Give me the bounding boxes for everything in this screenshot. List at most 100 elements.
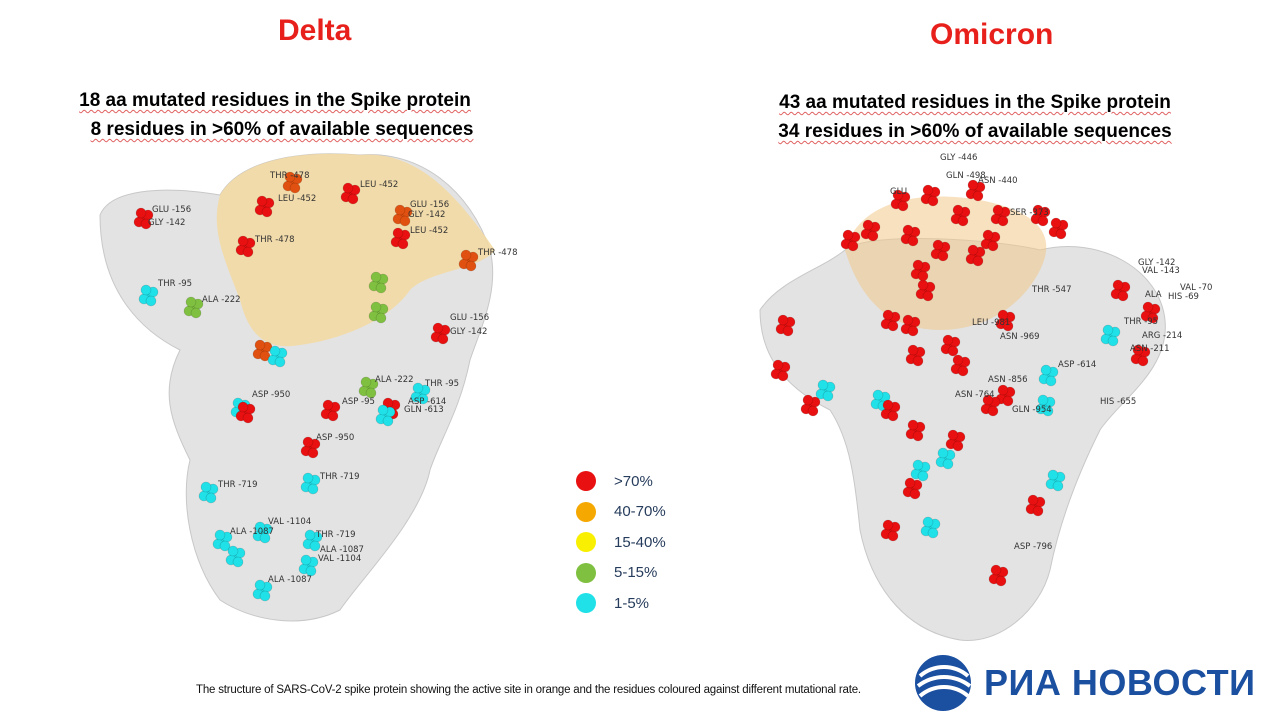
legend-item: 1-5% [576, 588, 666, 619]
residue-sphere [460, 249, 472, 261]
omicron-residue-label: GLY -142 [1138, 258, 1176, 268]
residue-sphere-cluster [1110, 279, 1131, 302]
residue-sphere-cluster [1035, 394, 1056, 417]
omicron-residue-label: HIS -69 [1168, 292, 1199, 302]
delta-residue-label: ALA -222 [202, 295, 241, 305]
omicron-residue-label: GLN -954 [1012, 405, 1052, 415]
residue-sphere [309, 540, 321, 552]
residue-sphere [957, 365, 969, 377]
omicron-residue-label: LEU -981 [972, 318, 1011, 328]
legend-item: 15-40% [576, 527, 666, 558]
omicron-residue-label: ASN -440 [978, 176, 1018, 186]
omicron-subtitle-line-1: 43 aa mutated residues in the Spike prot… [779, 92, 1171, 113]
residue-sphere-cluster [252, 521, 273, 544]
residue-sphere [342, 182, 354, 194]
residue-sphere-cluster [430, 322, 451, 345]
residue-sphere-cluster [368, 271, 389, 294]
residue-sphere-cluster [1025, 494, 1046, 517]
legend: >70% 40-70% 15-40% 5-15% 1-5% [576, 466, 666, 619]
residue-sphere-cluster [945, 429, 966, 452]
omicron-residue-label: ASN -969 [1000, 332, 1040, 342]
residue-sphere [892, 189, 904, 201]
residue-sphere [862, 219, 874, 231]
residue-sphere [987, 240, 999, 252]
ria-novosti-logo: РИА НОВОСТИ [914, 654, 1255, 712]
omicron-title: Omicron [930, 18, 1054, 51]
residue-sphere [370, 271, 382, 283]
residue-sphere [967, 244, 979, 256]
residue-sphere [375, 312, 387, 324]
residue-sphere-cluster [990, 204, 1011, 227]
residue-sphere-cluster [235, 235, 256, 258]
residue-sphere [1032, 204, 1044, 216]
residue-sphere-cluster [815, 379, 836, 402]
residue-sphere [807, 405, 819, 417]
residue-sphere [992, 204, 1004, 216]
residue-sphere-cluster [225, 545, 246, 568]
residue-sphere [214, 529, 226, 541]
residue-sphere [952, 204, 964, 216]
residue-sphere-cluster [392, 204, 413, 227]
legend-label: 40-70% [614, 503, 666, 521]
residue-sphere [1102, 324, 1114, 336]
residue-sphere-cluster [920, 184, 941, 207]
legend-item: >70% [576, 466, 666, 497]
delta-residue-label: VAL -1104 [318, 554, 362, 564]
residue-sphere [957, 215, 969, 227]
residue-sphere [412, 382, 424, 394]
residue-sphere [397, 238, 409, 250]
residue-sphere [912, 430, 924, 442]
residue-sphere [1132, 344, 1144, 356]
residue-sphere [375, 282, 387, 294]
residue-sphere-cluster [950, 354, 971, 377]
residue-sphere-cluster [298, 554, 319, 577]
residue-sphere [982, 229, 994, 241]
legend-swatch [576, 593, 596, 614]
residue-sphere-cluster [458, 249, 479, 272]
residue-sphere-cluster [935, 447, 956, 470]
residue-sphere [904, 477, 916, 489]
delta-active-site [216, 153, 496, 347]
residue-sphere [205, 492, 217, 504]
residue-sphere-cluster [905, 419, 926, 442]
delta-residue-label: GLU -156 [410, 200, 450, 210]
residue-sphere [1045, 375, 1057, 387]
residue-sphere-cluster [252, 339, 273, 362]
residue-sphere [917, 270, 929, 282]
residue-sphere [942, 458, 954, 470]
omicron-residue-label: ALA [1145, 290, 1162, 300]
residue-sphere-cluster [1048, 217, 1069, 240]
delta-residue-label: THR -478 [255, 235, 295, 245]
delta-residue-label: THR -719 [316, 530, 356, 540]
residue-sphere-cluster [1140, 301, 1161, 324]
residue-sphere [140, 218, 152, 230]
residue-sphere-cluster [410, 382, 431, 405]
omicron-residue-label: VAL -70 [1180, 283, 1213, 293]
delta-residue-label: GLY -142 [148, 218, 186, 228]
residue-sphere [377, 404, 389, 416]
delta-residue-label: THR -95 [425, 379, 460, 389]
residue-sphere [219, 540, 231, 552]
residue-sphere [912, 459, 924, 471]
residue-sphere [907, 344, 919, 356]
residue-sphere [802, 394, 814, 406]
residue-sphere [327, 410, 339, 422]
residue-sphere-cluster [930, 239, 951, 262]
legend-swatch [576, 501, 596, 522]
delta-residue-label: ALA -1087 [230, 527, 274, 537]
residue-sphere [465, 260, 477, 272]
legend-item: 5-15% [576, 558, 666, 589]
omicron-residue-label: HIS -655 [1100, 397, 1137, 407]
residue-sphere [394, 204, 406, 216]
residue-sphere [200, 481, 212, 493]
residue-sphere [237, 401, 249, 413]
residue-sphere [232, 556, 244, 568]
residue-sphere [902, 314, 914, 326]
residue-sphere-cluster [368, 301, 389, 324]
residue-sphere [227, 545, 239, 557]
residue-sphere [1027, 494, 1039, 506]
residue-sphere-cluster [880, 399, 901, 422]
residue-sphere [997, 384, 1009, 396]
residue-sphere-cluster [358, 376, 379, 399]
